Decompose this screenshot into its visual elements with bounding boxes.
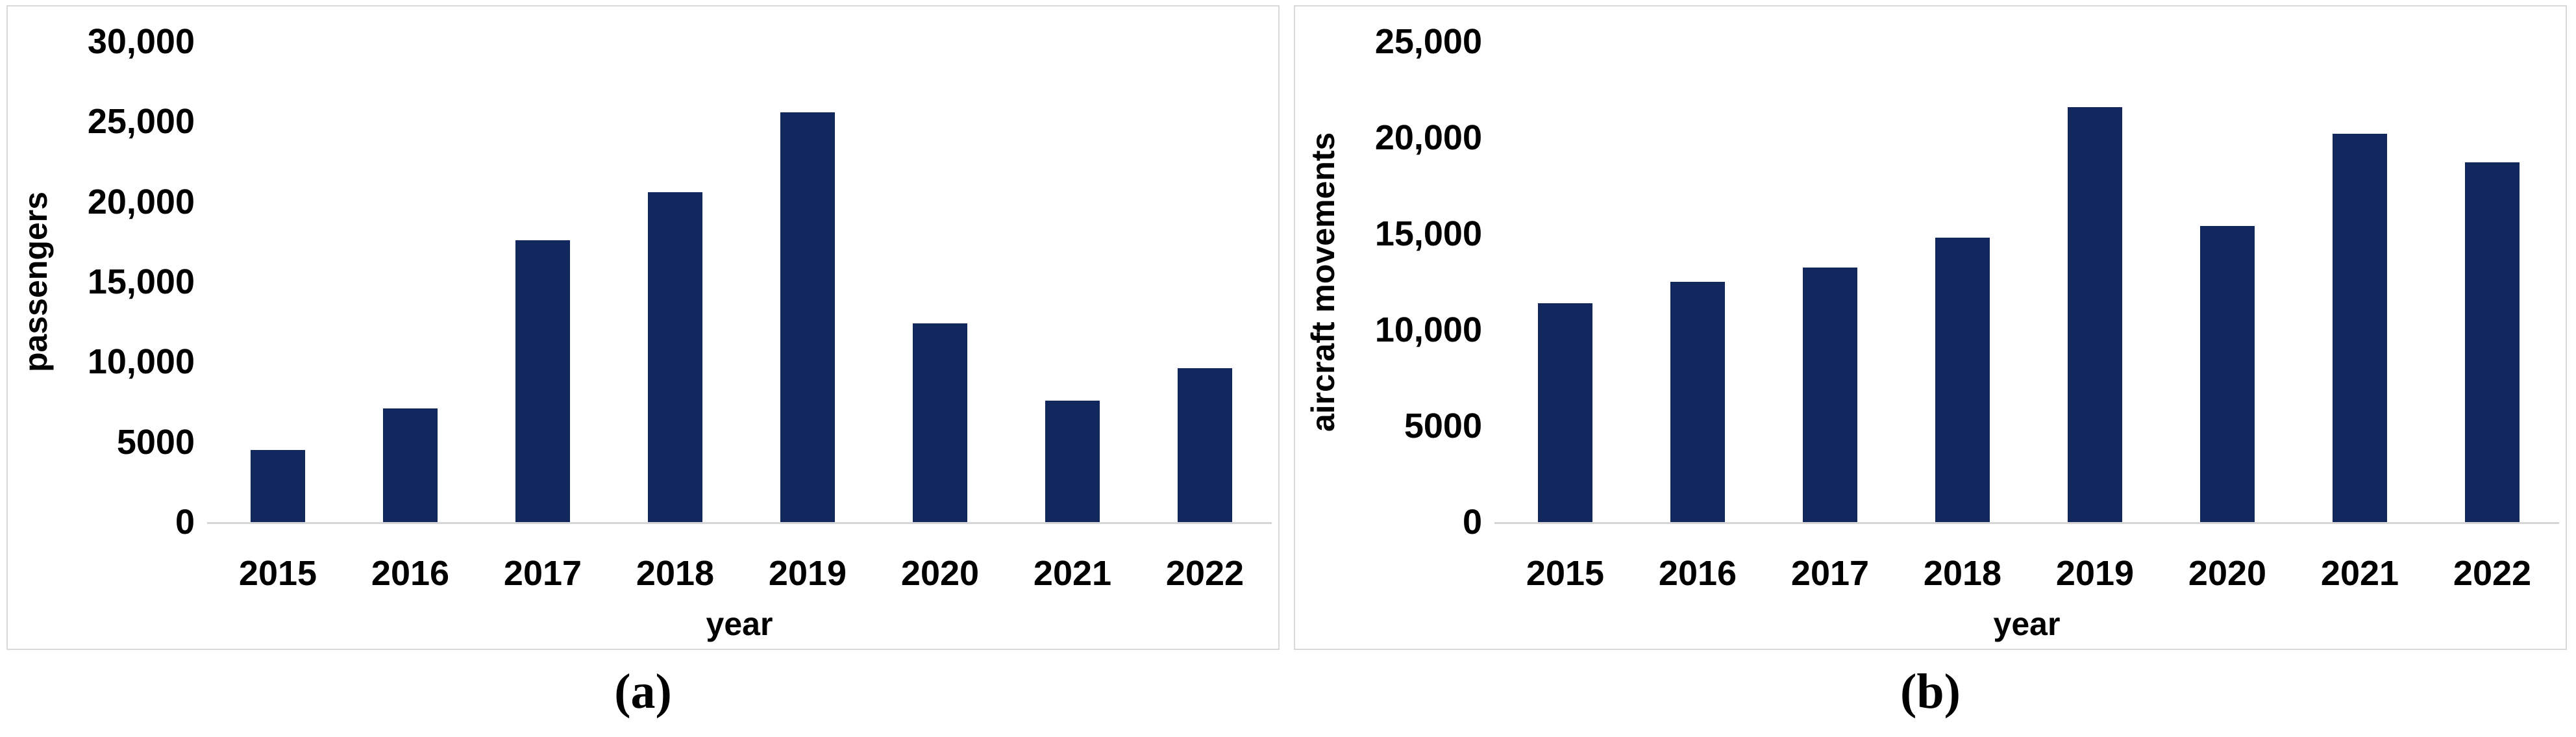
x-tick-label: 2016 (1658, 554, 1737, 593)
chart-panel-b: aircraft movements 25,000 20,000 15,000 10,… (1294, 5, 2567, 650)
x-tick-label: 2016 (371, 554, 450, 593)
bar-2018 (1935, 238, 1990, 522)
bar-2019 (780, 112, 835, 522)
x-tick-label: 2022 (2453, 554, 2532, 593)
y-tick-label: 25,000 (87, 102, 195, 142)
x-tick-label: 2015 (1526, 554, 1605, 593)
y-tick-label: 10,000 (87, 342, 195, 382)
x-axis-title: year (706, 606, 773, 642)
y-tick-label: 20,000 (87, 182, 195, 221)
x-tick-label: 2015 (238, 554, 317, 593)
bar-2016 (1670, 282, 1725, 522)
bar-2022 (2465, 162, 2520, 522)
caption-a: (a) (614, 664, 672, 719)
bar-2017 (515, 240, 570, 522)
x-tick-label: 2019 (768, 554, 847, 593)
x-axis-line (1494, 522, 2559, 524)
y-tick-label: 25,000 (1374, 22, 1482, 61)
x-tick-label: 2017 (503, 554, 582, 593)
bar-2017 (1803, 268, 1857, 522)
bar-2020 (913, 323, 967, 522)
y-tick-label: 0 (175, 503, 195, 542)
y-tick-label: 5000 (1404, 406, 1482, 445)
bar-2019 (2068, 107, 2122, 522)
y-tick-label: 20,000 (1374, 118, 1482, 157)
bar-2015 (251, 450, 305, 522)
y-tick-label: 15,000 (87, 262, 195, 301)
x-tick-label: 2020 (900, 554, 980, 593)
x-tick-label: 2018 (1923, 554, 2002, 593)
bar-2021 (2333, 134, 2387, 522)
y-tick-label: 5000 (116, 422, 195, 462)
bar-2020 (2200, 226, 2255, 522)
bar-2016 (383, 408, 438, 522)
x-axis-line (207, 522, 1272, 524)
x-axis-title: year (1993, 606, 2061, 642)
y-tick-label: 0 (1462, 503, 1482, 542)
x-tick-label: 2021 (1033, 554, 1112, 593)
x-tick-label: 2022 (1165, 554, 1245, 593)
caption-b: (b) (1900, 664, 1961, 719)
y-tick-label: 15,000 (1374, 214, 1482, 253)
y-tick-label: 10,000 (1374, 310, 1482, 349)
x-tick-label: 2021 (2320, 554, 2399, 593)
x-tick-label: 2018 (636, 554, 715, 593)
bar-2021 (1045, 401, 1100, 522)
x-tick-label: 2017 (1790, 554, 1870, 593)
x-tick-label: 2020 (2188, 554, 2267, 593)
y-tick-label: 30,000 (87, 22, 195, 61)
bar-2022 (1178, 368, 1232, 522)
y-axis-title: aircraft movements (1305, 132, 1341, 432)
chart-panel-a: passengers 30,000 25,000 20,000 15,000 10,00… (6, 5, 1280, 650)
bar-2018 (648, 192, 702, 522)
x-tick-label: 2019 (2055, 554, 2135, 593)
bar-2015 (1538, 303, 1592, 522)
